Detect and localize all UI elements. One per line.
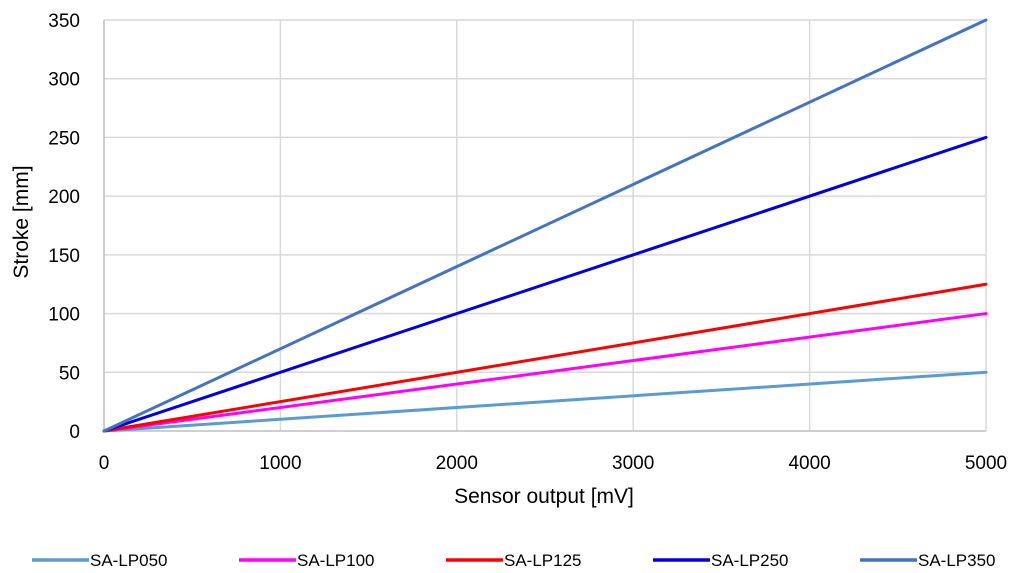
y-axis-title: Stroke [mm] xyxy=(10,165,33,278)
legend-item: SA-LP250 xyxy=(653,551,789,570)
y-tick-label: 0 xyxy=(69,422,80,443)
x-tick-labels: 0 1000 2000 3000 4000 5000 xyxy=(99,453,1007,474)
legend-item: SA-LP350 xyxy=(860,551,996,570)
y-tick-label: 150 xyxy=(48,246,80,267)
legend-label: SA-LP100 xyxy=(297,551,375,570)
legend-item: SA-LP050 xyxy=(32,551,168,570)
y-tick-labels: 0 50 100 150 200 250 300 350 xyxy=(48,11,80,443)
y-tick-label: 300 xyxy=(48,70,80,91)
series-line-sa-lp100 xyxy=(102,312,988,433)
y-tick-label: 350 xyxy=(48,11,80,32)
series-lines xyxy=(102,18,988,433)
gridlines xyxy=(104,19,987,431)
axes xyxy=(103,20,986,432)
series-line-sa-lp050 xyxy=(102,370,988,433)
x-tick-label: 1000 xyxy=(259,453,301,474)
y-tick-label: 50 xyxy=(59,363,80,384)
x-axis-title: Sensor output [mV] xyxy=(454,485,634,508)
y-tick-label: 250 xyxy=(48,128,80,149)
x-tick-label: 5000 xyxy=(965,453,1007,474)
legend-label: SA-LP125 xyxy=(504,551,582,570)
x-tick-label: 4000 xyxy=(788,453,830,474)
y-tick-label: 200 xyxy=(48,187,80,208)
x-tick-label: 0 xyxy=(99,453,110,474)
x-tick-label: 3000 xyxy=(612,453,654,474)
legend: SA-LP050 SA-LP100 SA-LP125 SA-LP250 SA-LP350 xyxy=(32,551,996,570)
x-tick-label: 2000 xyxy=(436,453,478,474)
legend-label: SA-LP350 xyxy=(918,551,996,570)
series-line-sa-lp250 xyxy=(102,135,988,433)
series-line-sa-lp125 xyxy=(102,282,988,433)
legend-label: SA-LP050 xyxy=(90,551,168,570)
legend-label: SA-LP250 xyxy=(711,551,789,570)
y-tick-label: 100 xyxy=(48,305,80,326)
legend-item: SA-LP125 xyxy=(446,551,582,570)
series-line-sa-lp350 xyxy=(102,18,988,433)
legend-item: SA-LP100 xyxy=(239,551,375,570)
